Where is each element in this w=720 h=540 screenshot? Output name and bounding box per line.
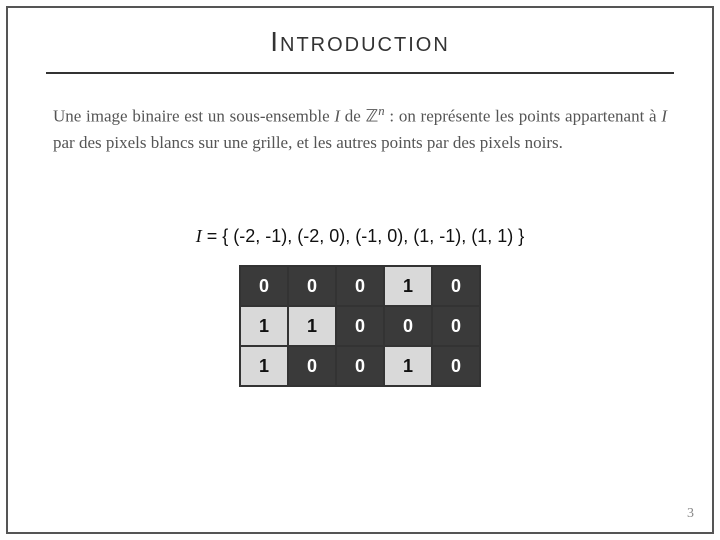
binary-grid: 000101100010010 — [239, 265, 481, 387]
grid-cell: 0 — [432, 306, 480, 346]
body-rest: par des pixels blancs sur une grille, et… — [53, 133, 563, 152]
grid-row: 11000 — [240, 306, 480, 346]
title-rule — [46, 72, 674, 74]
grid-cell: 1 — [240, 346, 288, 386]
grid-cell: 0 — [288, 346, 336, 386]
grid-cell: 0 — [384, 306, 432, 346]
grid-cell: 1 — [288, 306, 336, 346]
body-pre: Une image binaire est un sous-ensemble — [53, 107, 334, 126]
grid-cell: 0 — [432, 266, 480, 306]
symbol-I-2: I — [661, 107, 667, 126]
body-post: : on représente les points appartenant à — [385, 107, 662, 126]
grid-row: 00010 — [240, 266, 480, 306]
grid-cell: 1 — [240, 306, 288, 346]
set-equation: I = { (-2, -1), (-2, 0), (-1, 0), (1, -1… — [8, 226, 712, 247]
grid-row: 10010 — [240, 346, 480, 386]
slide-title: Introduction — [8, 26, 712, 58]
grid-cell: 0 — [336, 266, 384, 306]
definition-paragraph: Une image binaire est un sous-ensemble I… — [53, 102, 667, 156]
binary-grid-wrap: 000101100010010 — [8, 265, 712, 387]
grid-cell: 0 — [336, 306, 384, 346]
grid-cell: 0 — [240, 266, 288, 306]
body-mid: de — [340, 107, 366, 126]
grid-cell: 0 — [336, 346, 384, 386]
grid-cell: 0 — [432, 346, 480, 386]
grid-cell: 0 — [288, 266, 336, 306]
slide-frame: Introduction Une image binaire est un so… — [6, 6, 714, 534]
page-number: 3 — [687, 506, 694, 522]
set-rhs: = { (-2, -1), (-2, 0), (-1, 0), (1, -1),… — [202, 226, 525, 246]
grid-cell: 1 — [384, 266, 432, 306]
grid-cell: 1 — [384, 346, 432, 386]
symbol-Z: ℤ — [366, 107, 379, 126]
